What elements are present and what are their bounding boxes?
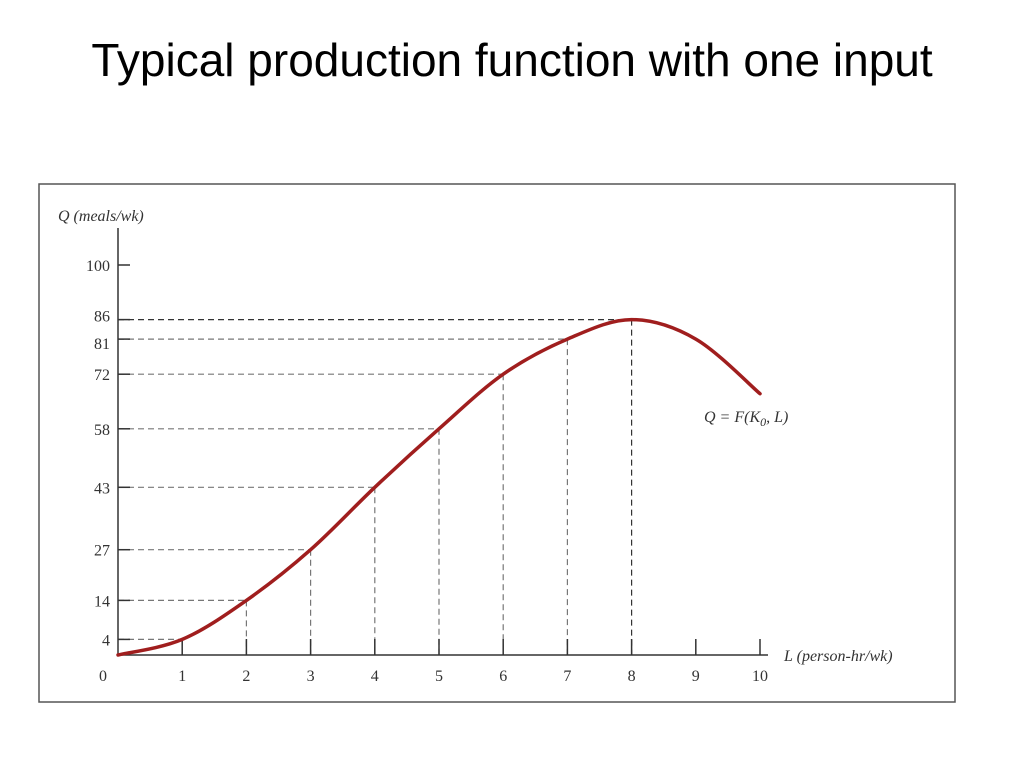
y-tick-label-72: 72	[94, 367, 110, 384]
x-tick-label-9: 9	[692, 668, 700, 685]
x-tick-label-1: 1	[178, 668, 186, 685]
y-tick-label-81: 81	[94, 336, 110, 353]
y-tick-label-43: 43	[94, 480, 110, 497]
x-tick-label-4: 4	[371, 668, 379, 685]
chart-frame	[38, 183, 956, 703]
x-tick-label-5: 5	[435, 668, 443, 685]
production-function-chart: 0 1 2 3 4 5 6 7 8 9 10 4 14 27 43 58 72 81 86 100 Q (meals/…	[38, 183, 956, 703]
axes	[117, 228, 768, 656]
curve-label-tail: , L)	[766, 409, 788, 426]
series-line-production-function	[116, 317, 762, 657]
curve-label-base: Q = F(K	[704, 409, 761, 426]
y-tick-label-58: 58	[94, 422, 110, 439]
x-axis-label: L (person-hr/wk)	[783, 648, 893, 665]
y-axis-label: Q (meals/wk)	[58, 208, 144, 225]
x-tick-label-2: 2	[242, 668, 250, 685]
curve-label-sub: 0	[760, 415, 766, 429]
x-tick-label-8: 8	[628, 668, 636, 685]
x-tick-label-6: 6	[499, 668, 507, 685]
page-title: Typical production function with one inp…	[91, 34, 933, 86]
y-tick-label-14: 14	[94, 593, 110, 610]
y-tick-label-86: 86	[94, 309, 110, 326]
guide-lines	[118, 319, 633, 655]
ticks: 0 1 2 3 4 5 6 7 8 9 10 4 14 27 43 58 72 81 86 100	[86, 258, 768, 685]
x-tick-label-0: 0	[99, 668, 107, 685]
x-tick-label-10: 10	[752, 668, 768, 685]
x-tick-label-7: 7	[563, 668, 571, 685]
y-tick-label-27: 27	[94, 543, 110, 560]
x-tick-label-3: 3	[307, 668, 315, 685]
curve-label: Q = F(K0, L)	[704, 409, 788, 429]
chart-figure: 0 1 2 3 4 5 6 7 8 9 10 4 14 27 43 58 72 81 86 100 Q (meals/…	[38, 183, 956, 703]
y-tick-label-4: 4	[102, 632, 110, 649]
y-tick-label-100: 100	[86, 258, 110, 275]
